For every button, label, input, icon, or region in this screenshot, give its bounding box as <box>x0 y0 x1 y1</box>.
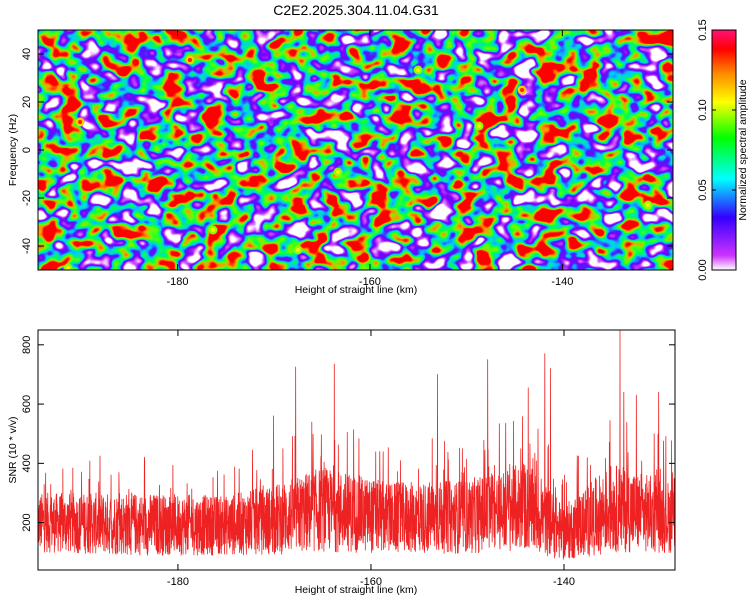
heatmap-peak-core <box>211 228 215 232</box>
heatmap-y-tick-label: -20 <box>21 190 33 206</box>
heatmap-peak-core <box>66 266 70 270</box>
heatmap-peak-core <box>188 58 192 62</box>
colorbar-ticks: 0.00 0.05 0.10 0.15 <box>697 19 736 281</box>
heatmap-peak-core <box>78 120 82 124</box>
snr-x-tick-label: -140 <box>553 576 575 588</box>
snr-y-tick-label: 200 <box>21 513 33 531</box>
heatmap-x-tick-label: -180 <box>166 276 188 288</box>
spectrogram-panel: -180 -160 -140 -40 -20 0 20 40 Height of strai… <box>7 29 674 296</box>
heatmap-peak-core <box>477 124 481 128</box>
colorbar-tick-label: 0.05 <box>697 179 709 200</box>
snr-y-tick-label: 400 <box>21 454 33 472</box>
heatmap-x-tick-label: -140 <box>551 276 573 288</box>
colorbar: 0.00 0.05 0.10 0.15 Normalized spectral amp… <box>697 19 749 280</box>
snr-x-tick-label: -180 <box>167 576 189 588</box>
colorbar-title: Normalized spectral amplitude <box>737 79 749 220</box>
heatmap-peak-core <box>336 170 340 174</box>
heatmap-y-ticks: -40 -20 0 20 40 <box>21 48 673 254</box>
snr-x-ticks: -180 -160 -140 <box>167 330 575 588</box>
snr-panel: -180 -160 -140 200 400 600 800 Height of stra… <box>7 329 676 596</box>
heatmap-y-tick-label: 40 <box>21 48 33 60</box>
heatmap-x-ticks: -180 -160 -140 <box>166 30 573 288</box>
snr-y-tick-label: 600 <box>21 395 33 413</box>
heatmap-peaks <box>63 55 653 270</box>
heatmap-plot-area <box>38 30 673 270</box>
heatmap-y-tick-label: 20 <box>21 96 33 108</box>
colorbar-tick-label: 0.10 <box>697 99 709 120</box>
snr-frame <box>37 329 676 571</box>
snr-plot-area <box>38 330 675 560</box>
heatmap-peak-core <box>296 248 300 252</box>
heatmap-peak-core <box>416 68 420 72</box>
heatmap-y-axis-title: Frequency (Hz) <box>7 114 19 186</box>
heatmap-x-tick-label: -160 <box>359 276 381 288</box>
colorbar-tick-label: 0.00 <box>697 259 709 280</box>
heatmap-cells <box>38 30 673 270</box>
heatmap-y-tick-label: -40 <box>21 238 33 254</box>
figure-title: C2E2.2025.304.11.04.G31 <box>273 2 439 18</box>
colorbar-gradient <box>712 30 736 270</box>
heatmap-peak-core <box>646 203 650 207</box>
snr-x-axis-title: Height of straight line (km) <box>295 584 418 596</box>
snr-y-tick-label: 800 <box>21 336 33 354</box>
snr-x-tick-label: -160 <box>360 576 382 588</box>
snr-y-ticks: 200 400 600 800 <box>21 336 675 532</box>
heatmap-peak-core <box>520 88 524 92</box>
snr-series-line <box>38 330 675 560</box>
colorbar-tick-label: 0.15 <box>697 19 709 40</box>
snr-y-axis-title: SNR (10 * v/v) <box>7 416 19 483</box>
heatmap-x-axis-title: Height of straight line (km) <box>295 284 418 296</box>
heatmap-y-tick-label: 0 <box>21 147 33 153</box>
colorbar-frame <box>711 29 737 271</box>
